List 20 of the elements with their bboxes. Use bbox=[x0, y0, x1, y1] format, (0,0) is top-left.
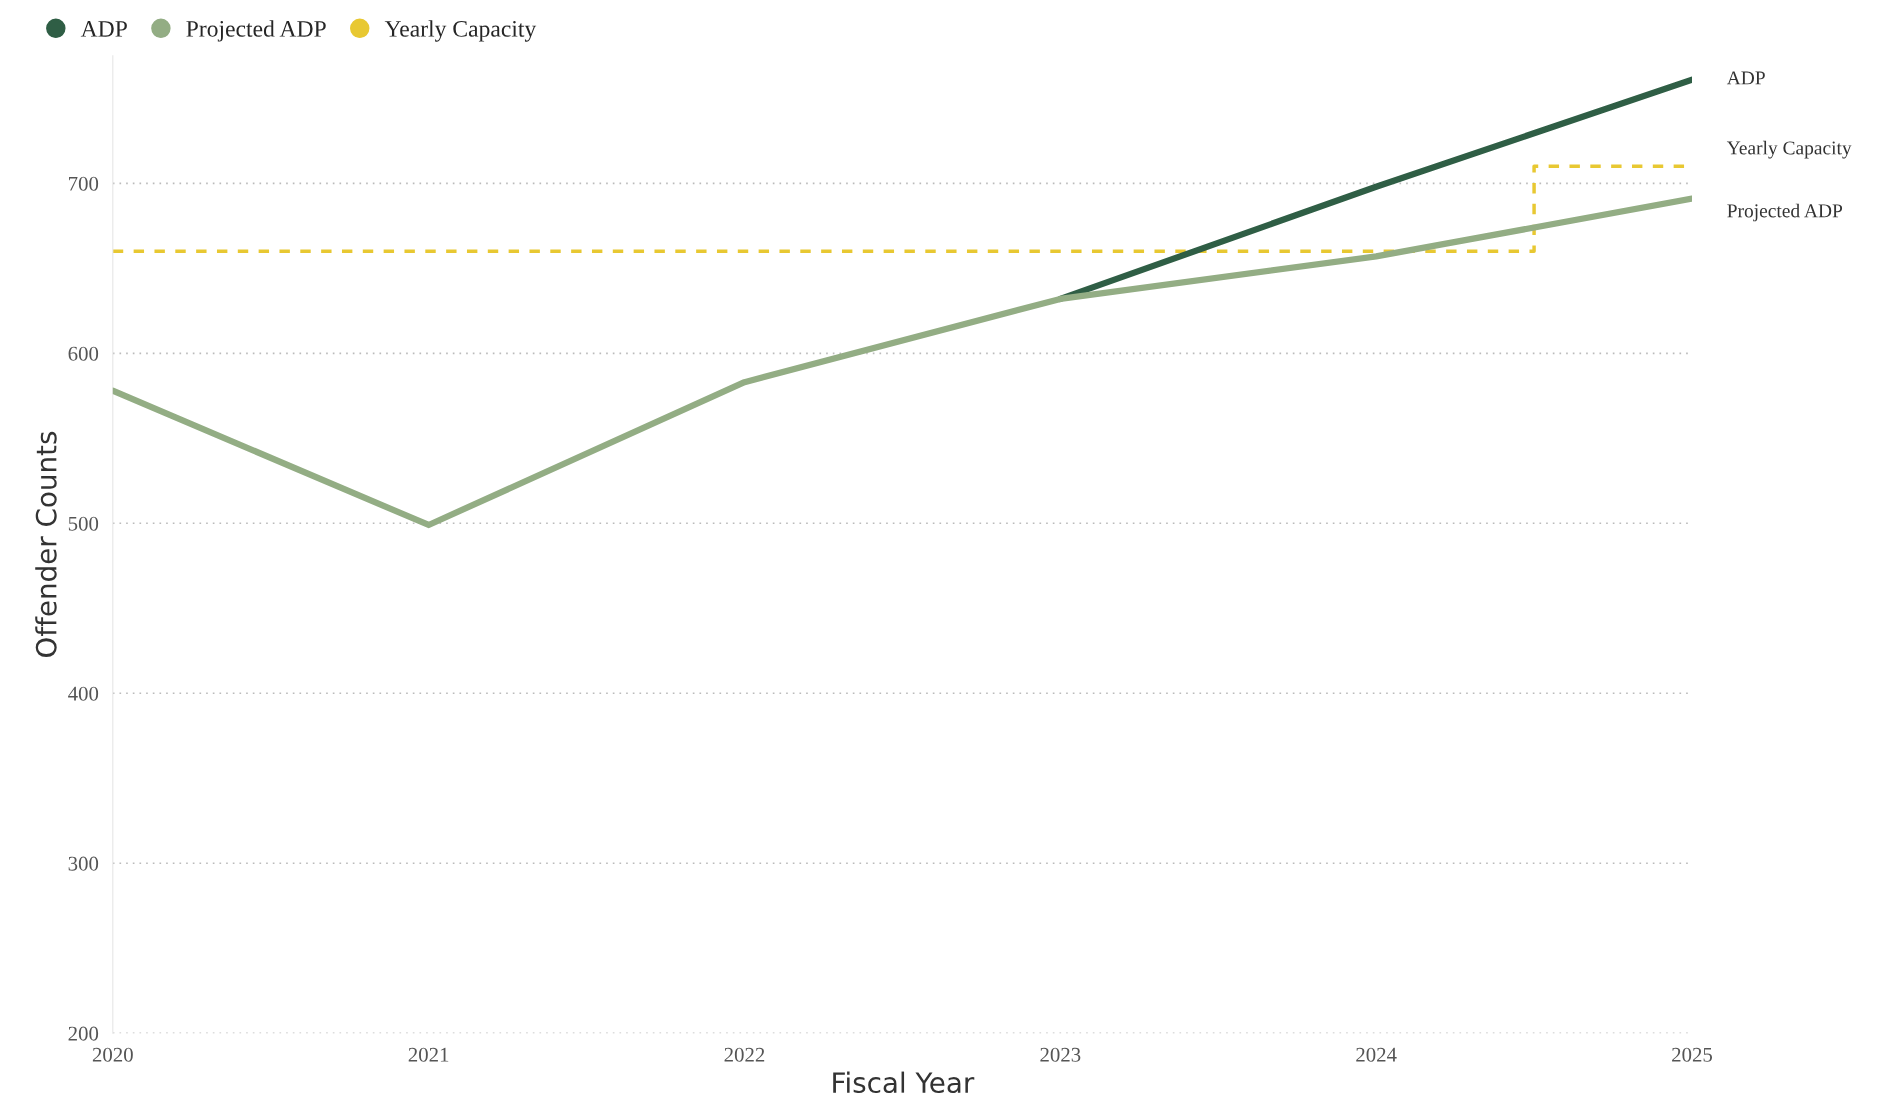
legend-label: Yearly Capacity bbox=[384, 20, 537, 42]
x-tick-label: 2025 bbox=[1672, 1047, 1713, 1062]
text: Projected ADP bbox=[1727, 203, 1843, 222]
y-tick-label: 300 bbox=[68, 856, 99, 871]
x-tick-label: 2024 bbox=[1356, 1047, 1397, 1062]
x-tick-label: 2020 bbox=[92, 1047, 133, 1062]
y-tick-label: 700 bbox=[69, 176, 99, 191]
y-tick-label: 200 bbox=[68, 1026, 99, 1041]
legend-label: ADP bbox=[80, 21, 127, 37]
x-tick-label: 2023 bbox=[1040, 1047, 1081, 1062]
x-tick-label: 2021 bbox=[408, 1047, 449, 1062]
text: ADP bbox=[1726, 71, 1765, 85]
x-tick-label: 2022 bbox=[724, 1047, 765, 1062]
y-tick-label: 600 bbox=[68, 346, 99, 361]
x-axis-title: Fiscal Year bbox=[833, 1071, 975, 1094]
y-tick-label: 500 bbox=[68, 516, 99, 531]
y-axis-title: Offender Counts bbox=[35, 431, 57, 658]
y-tick-label: 400 bbox=[68, 686, 99, 701]
text: Yearly Capacity bbox=[1726, 140, 1852, 159]
legend-label: Projected ADP bbox=[186, 20, 326, 42]
